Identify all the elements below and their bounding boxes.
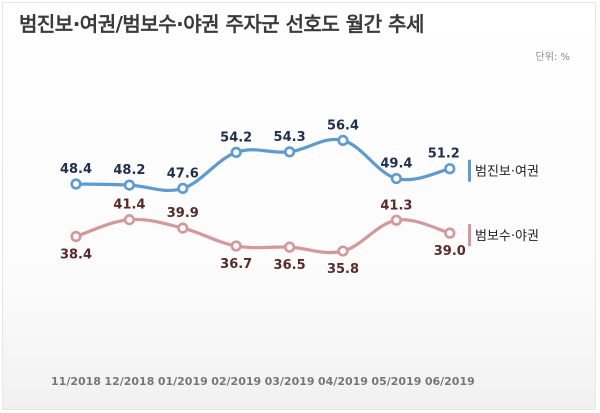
x-tick-label-7: 06/2019 bbox=[425, 375, 475, 388]
data-label-0-1: 48.2 bbox=[113, 163, 145, 178]
x-tick-label-4: 03/2019 bbox=[265, 375, 315, 388]
data-point-1-4 bbox=[284, 241, 296, 253]
data-point-1-5 bbox=[337, 245, 349, 257]
data-label-0-6: 49.4 bbox=[380, 157, 412, 172]
x-tick-label-6: 05/2019 bbox=[371, 375, 421, 388]
data-label-0-5: 56.4 bbox=[327, 118, 359, 133]
series-line-0 bbox=[74, 137, 452, 193]
data-label-0-7: 51.2 bbox=[428, 147, 460, 162]
x-tick-label-1: 12/2018 bbox=[104, 375, 154, 388]
data-label-1-6: 41.3 bbox=[380, 198, 412, 213]
legend-marker-0 bbox=[468, 159, 471, 182]
data-label-1-7: 39.0 bbox=[434, 244, 466, 259]
data-label-0-2: 47.6 bbox=[167, 166, 199, 181]
data-point-1-2 bbox=[177, 222, 189, 234]
data-label-1-5: 35.8 bbox=[327, 262, 359, 277]
data-label-1-2: 39.9 bbox=[167, 206, 199, 221]
data-point-0-0 bbox=[70, 178, 82, 190]
data-point-1-3 bbox=[230, 240, 242, 252]
data-point-0-5 bbox=[337, 134, 349, 146]
data-point-0-3 bbox=[230, 146, 242, 158]
legend-label-1: 범보수·야권 bbox=[475, 229, 539, 244]
data-point-1-6 bbox=[390, 214, 403, 226]
data-label-1-4: 36.5 bbox=[274, 258, 306, 273]
x-tick-label-5: 04/2019 bbox=[318, 375, 368, 388]
chart-frame bbox=[2, 2, 596, 410]
legend-label-0: 범진보·여권 bbox=[475, 165, 539, 180]
data-point-0-1 bbox=[123, 179, 135, 191]
data-label-0-3: 54.2 bbox=[220, 130, 252, 145]
data-label-1-0: 38.4 bbox=[60, 248, 92, 263]
data-point-1-1 bbox=[123, 214, 135, 226]
chart-title: 범진보·여권/범보수·야권 주자군 선호도 월간 추세 bbox=[19, 12, 424, 36]
unit-label: 단위: % bbox=[535, 52, 570, 63]
data-label-1-3: 36.7 bbox=[220, 257, 252, 272]
data-point-1-7 bbox=[444, 227, 456, 239]
x-tick-label-2: 01/2019 bbox=[158, 375, 208, 388]
data-point-0-7 bbox=[444, 163, 456, 175]
data-label-0-0: 48.4 bbox=[60, 162, 92, 177]
x-tick-label-3: 02/2019 bbox=[211, 375, 261, 388]
legend-marker-1 bbox=[468, 224, 471, 247]
data-point-0-2 bbox=[177, 182, 189, 194]
data-point-0-4 bbox=[284, 146, 296, 158]
data-point-0-6 bbox=[390, 172, 403, 185]
data-label-1-1: 41.4 bbox=[113, 198, 145, 213]
x-tick-label-0: 11/2018 bbox=[51, 375, 101, 388]
data-label-0-4: 54.3 bbox=[274, 130, 306, 145]
data-point-1-0 bbox=[70, 230, 82, 243]
